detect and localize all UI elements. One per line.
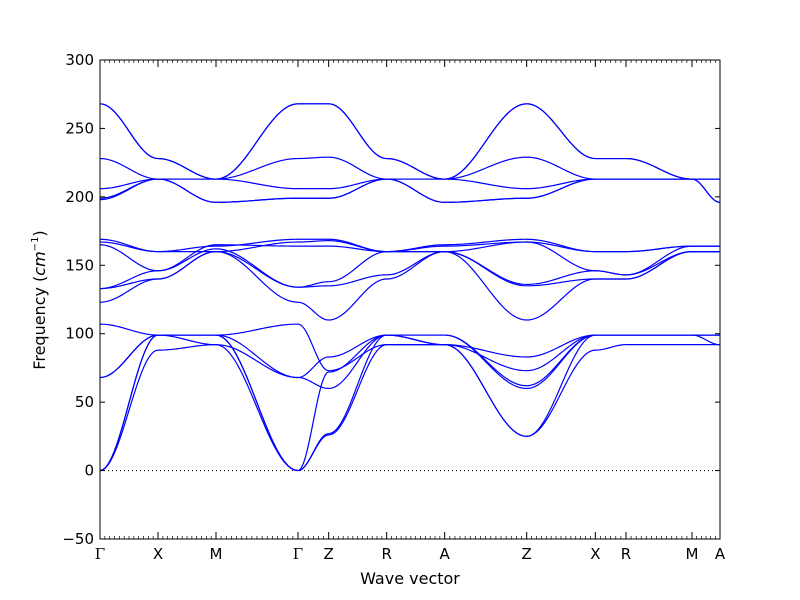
y-tick-label: 300	[65, 51, 94, 69]
phonon-band-5	[99, 323, 720, 372]
k-point-label: M	[210, 545, 223, 563]
k-point-label: Γ	[95, 545, 105, 563]
y-tick-label: 150	[65, 256, 94, 274]
k-point-label: X	[153, 545, 163, 563]
phonon-band-11	[99, 238, 720, 253]
k-point-label: R	[381, 545, 391, 563]
k-point-label: A	[715, 545, 726, 563]
y-axis-ticks: −50 0 50 100 150 200 250 300	[62, 51, 720, 548]
y-tick-label: 50	[75, 393, 94, 411]
y-tick-label: 250	[65, 119, 94, 137]
y-axis-label-close: )	[30, 230, 49, 236]
phonon-band-7	[99, 250, 720, 290]
y-tick-label: 200	[65, 188, 94, 206]
k-point-label: Γ	[293, 545, 303, 563]
k-point-label: M	[686, 545, 699, 563]
k-point-label: R	[621, 545, 631, 563]
k-point-label: Z	[522, 545, 532, 563]
plot-background	[100, 60, 720, 539]
x-axis-label: Wave vector	[360, 569, 460, 588]
phonon-bands	[99, 103, 721, 472]
y-axis-label-exponent: −1	[30, 237, 41, 252]
y-tick-label: −50	[62, 530, 94, 548]
phonon-band-15	[99, 156, 720, 180]
k-point-label: Z	[324, 545, 334, 563]
plot-frame	[99, 59, 721, 540]
y-axis-label: Frequency (cm−1)	[30, 230, 49, 369]
k-point-label: X	[590, 545, 600, 563]
k-point-label: A	[440, 545, 451, 563]
phonon-band-17	[99, 103, 720, 180]
y-tick-label: 0	[84, 462, 94, 480]
y-axis-label-unit: cm	[30, 251, 49, 275]
y-tick-label: 100	[65, 325, 94, 343]
y-axis-label-text: Frequency (	[30, 276, 49, 370]
